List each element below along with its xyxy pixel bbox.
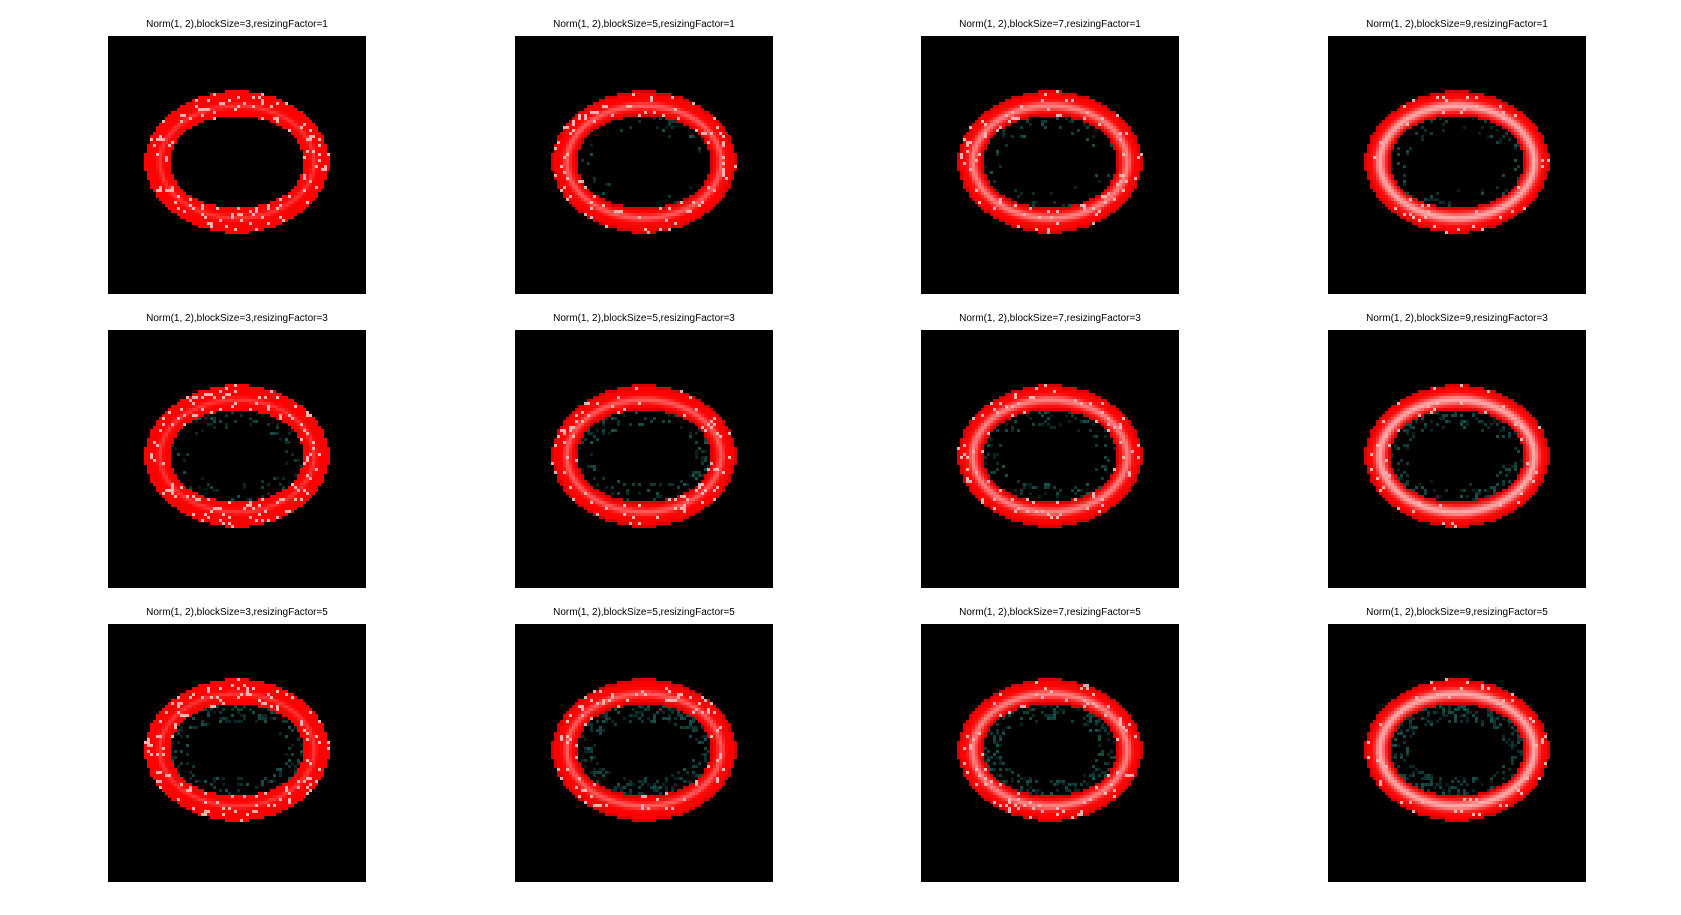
subplot-title: Norm(1, 2),blockSize=7,resizingFactor=3 — [959, 313, 1141, 324]
subplot-title: Norm(1, 2),blockSize=7,resizingFactor=5 — [959, 607, 1141, 618]
subplot-title: Norm(1, 2),blockSize=5,resizingFactor=5 — [553, 607, 735, 618]
ring-image — [108, 624, 366, 882]
ring-image — [1328, 36, 1586, 294]
ring-image — [515, 624, 773, 882]
ring-image — [921, 330, 1179, 588]
ring-image — [921, 624, 1179, 882]
ring-image — [921, 36, 1179, 294]
subplot-title: Norm(1, 2),blockSize=7,resizingFactor=1 — [959, 19, 1141, 30]
subplot-title: Norm(1, 2),blockSize=9,resizingFactor=5 — [1366, 607, 1548, 618]
subplot-title: Norm(1, 2),blockSize=5,resizingFactor=1 — [553, 19, 735, 30]
ring-image — [108, 330, 366, 588]
ring-image — [108, 36, 366, 294]
ring-image — [1328, 330, 1586, 588]
subplot-title: Norm(1, 2),blockSize=5,resizingFactor=3 — [553, 313, 735, 324]
subplot-title: Norm(1, 2),blockSize=3,resizingFactor=1 — [146, 19, 328, 30]
ring-image — [515, 36, 773, 294]
subplot-title: Norm(1, 2),blockSize=3,resizingFactor=3 — [146, 313, 328, 324]
subplot-title: Norm(1, 2),blockSize=3,resizingFactor=5 — [146, 607, 328, 618]
ring-image — [1328, 624, 1586, 882]
subplot-title: Norm(1, 2),blockSize=9,resizingFactor=1 — [1366, 19, 1548, 30]
ring-image — [515, 330, 773, 588]
subplot-title: Norm(1, 2),blockSize=9,resizingFactor=3 — [1366, 313, 1548, 324]
